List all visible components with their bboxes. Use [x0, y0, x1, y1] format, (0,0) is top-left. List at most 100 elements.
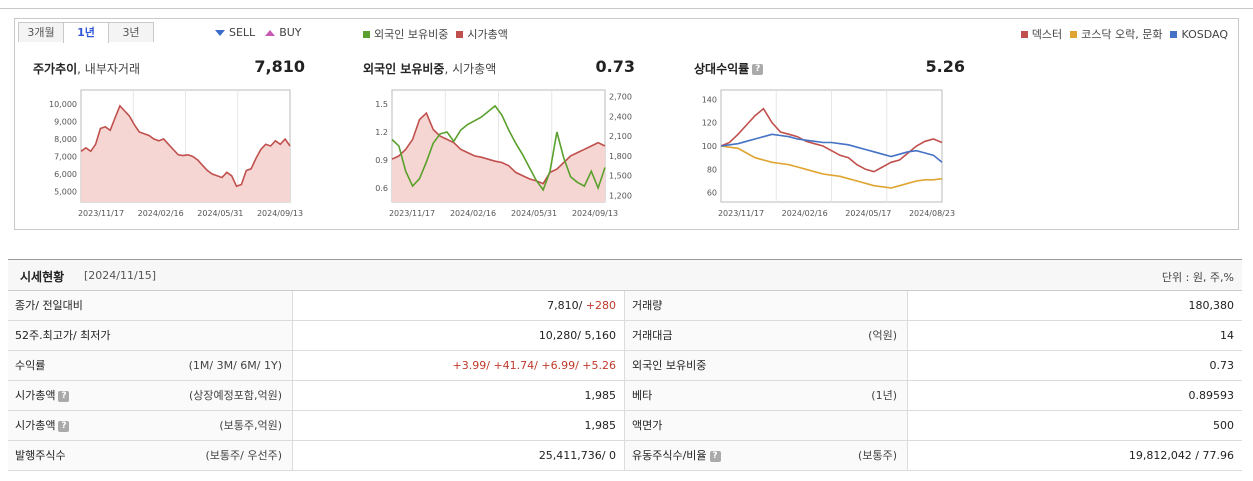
- help-icon[interactable]: ?: [58, 390, 70, 402]
- buy-label: BUY: [279, 26, 302, 39]
- price-y-tick: 6,000: [54, 170, 77, 179]
- row-value-cell: 10,280/ 5,160: [293, 321, 625, 350]
- row-label-cell: 거래량: [625, 291, 908, 320]
- market-cap-swatch-icon: [456, 30, 464, 38]
- foreign-x-tick: 2024/09/13: [572, 209, 618, 218]
- row-unit: (상장예정포함,억원): [188, 389, 282, 402]
- foreign-chart-value: 0.73: [595, 57, 635, 76]
- row-label: 시가총액?: [15, 411, 70, 440]
- foreign-chart-subtitle: , 시가총액: [444, 62, 497, 76]
- foreign-ratio-line: [391, 104, 606, 192]
- table-unit: 단위 : 원, 주,%: [1161, 271, 1234, 284]
- market-cap-area: [392, 113, 605, 202]
- table-body: 종가/ 전일대비 7,810/ +280 거래량 180,380 52주.최고가/ 최저…: [8, 291, 1242, 471]
- dexter-swatch-icon: [1020, 30, 1028, 38]
- relative-chart-title-main: 상대수익률: [694, 62, 750, 76]
- chart-panel: 3개월 1년 3년 SELL BUY 외국인 보유비중 시가총액 덱스터 코스닥…: [14, 18, 1239, 230]
- relative-series-line-1: [720, 145, 943, 189]
- row-label-text: 수익률: [15, 359, 46, 372]
- market-cap-line: [391, 111, 606, 185]
- foreign-chart-title: 외국인 보유비중, 시가총액: [363, 60, 496, 77]
- price-area: [81, 105, 290, 202]
- price-status-table: 시세현황 [2024/11/15] 단위 : 원, 주,% 종가/ 전일대비 7,…: [8, 259, 1242, 471]
- row-label-text: 외국인 보유비중: [632, 359, 707, 372]
- price-x-tick: 2024/02/16: [138, 209, 184, 218]
- row-label: 거래량: [632, 291, 662, 320]
- row-label-cell: 시가총액? (상장예정포함,억원): [8, 381, 293, 410]
- right-legend: 덱스터 코스닥 오락, 문화 KOSDAQ: [1013, 26, 1228, 42]
- row-label-text: 거래량: [632, 299, 663, 312]
- row-label-text: 베타: [632, 389, 653, 402]
- price-y-tick: 10,000: [49, 100, 77, 109]
- foreign-x-tick: 2024/05/31: [511, 209, 557, 218]
- foreign-y-tick-left: 1.5: [375, 100, 388, 109]
- relative-chart-value: 5.26: [925, 57, 965, 76]
- price-chart-value: 7,810: [254, 57, 305, 76]
- table-row: 시가총액? (보통주,억원) 1,985 액면가 500: [8, 411, 1242, 441]
- trade-legend: SELL BUY: [215, 26, 302, 39]
- table-row: 종가/ 전일대비 7,810/ +280 거래량 180,380: [8, 291, 1242, 321]
- foreign-chart-title-main: 외국인 보유비중: [363, 62, 445, 76]
- table-row: 시가총액? (상장예정포함,억원) 1,985 베타 (1년) 0.89593: [8, 381, 1242, 411]
- table-row: 발행주식수 (보통주/ 우선주) 25,411,736/ 0 유동주식수/비율? (보통…: [8, 441, 1242, 471]
- row-value: 1,985: [584, 419, 617, 432]
- relative-y-tick: 120: [702, 119, 717, 128]
- row-label: 52주.최고가/ 최저가: [15, 321, 111, 350]
- row-label-cell: 수익률 (1M/ 3M/ 6M/ 1Y): [8, 351, 293, 380]
- row-unit: (보통주): [858, 449, 897, 462]
- relative-series-line-2: [720, 133, 943, 163]
- relative-x-tick: 2023/11/17: [718, 209, 764, 218]
- relative-y-tick: 100: [702, 142, 717, 151]
- price-y-tick: 9,000: [54, 118, 77, 127]
- row-value-cell: 0.73: [908, 351, 1242, 380]
- foreign-y-tick-right: 1,200: [609, 191, 632, 200]
- row-label-cell: 시가총액? (보통주,억원): [8, 411, 293, 440]
- foreign-y-tick-right: 2,700: [609, 93, 632, 102]
- row-value: 0.73: [1209, 359, 1235, 372]
- help-icon[interactable]: ?: [752, 64, 764, 75]
- price-chart-subtitle: , 내부자거래: [77, 62, 141, 76]
- help-icon[interactable]: ?: [709, 450, 721, 462]
- relative-chart-title: 상대수익률?: [694, 60, 764, 77]
- row-value: 180,380: [1188, 299, 1235, 312]
- help-icon[interactable]: ?: [58, 420, 70, 432]
- row-value-cell: 0.89593: [908, 381, 1242, 410]
- row-value-cell: 19,812,042 / 77.96: [908, 441, 1242, 470]
- price-x-tick: 2024/05/31: [197, 209, 243, 218]
- relative-series-line-0: [720, 107, 943, 173]
- row-label: 거래대금: [632, 321, 672, 350]
- relative-x-tick: 2024/08/23: [909, 209, 955, 218]
- table-row: 52주.최고가/ 최저가 10,280/ 5,160 거래대금 (억원) 14: [8, 321, 1242, 351]
- row-label-cell: 베타 (1년): [625, 381, 908, 410]
- price-x-tick: 2024/09/13: [257, 209, 303, 218]
- row-label-cell: 외국인 보유비중: [625, 351, 908, 380]
- price-line: [80, 104, 291, 188]
- row-value: 25,411,736/ 0: [538, 449, 616, 462]
- tab-3-years[interactable]: 3년: [108, 22, 154, 42]
- row-label-text: 발행주식수: [15, 449, 66, 462]
- foreign-y-tick-left: 0.9: [375, 156, 388, 165]
- price-chart: 10,000 9,000 8,000 7,000 6,000 5,000 2023/11/1…: [49, 89, 955, 218]
- period-tabs: 3개월 1년 3년: [18, 22, 154, 43]
- row-label-cell: 발행주식수 (보통주/ 우선주): [8, 441, 293, 470]
- row-label-cell: 액면가: [625, 411, 908, 440]
- relative-y-tick: 140: [702, 95, 717, 104]
- row-label: 수익률: [15, 351, 45, 380]
- row-value-cell: +3.99/ +41.74/ +6.99/ +5.26: [293, 351, 625, 380]
- row-label-cell: 종가/ 전일대비: [8, 291, 293, 320]
- row-value: 500: [1213, 419, 1234, 432]
- row-label: 액면가: [632, 411, 662, 440]
- row-value-cell: 25,411,736/ 0: [293, 441, 625, 470]
- row-value: 14: [1220, 329, 1234, 342]
- row-label-cell: 거래대금 (억원): [625, 321, 908, 350]
- relative-y-tick: 80: [707, 165, 717, 174]
- price-y-tick: 8,000: [54, 135, 77, 144]
- row-value: 10,280/ 5,160: [538, 329, 616, 342]
- row-unit: (1M/ 3M/ 6M/ 1Y): [188, 359, 282, 372]
- row-label-text: 시가총액: [15, 419, 56, 432]
- price-x-tick: 2023/11/17: [78, 209, 124, 218]
- row-label-text: 52주.최고가/ 최저가: [15, 329, 111, 342]
- foreign-x-tick: 2024/02/16: [450, 209, 496, 218]
- foreign-y-tick-right: 1,500: [609, 172, 632, 181]
- relative-y-tick: 60: [707, 189, 717, 198]
